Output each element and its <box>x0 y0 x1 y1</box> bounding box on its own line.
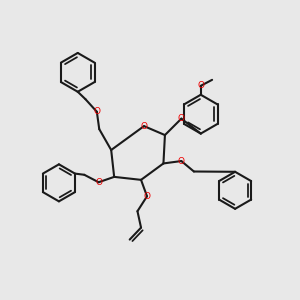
Text: O: O <box>178 114 185 123</box>
Text: O: O <box>178 157 185 166</box>
Text: O: O <box>143 192 151 201</box>
Text: O: O <box>95 178 102 187</box>
Text: O: O <box>93 107 100 116</box>
Text: O: O <box>140 122 148 130</box>
Text: O: O <box>197 81 204 90</box>
